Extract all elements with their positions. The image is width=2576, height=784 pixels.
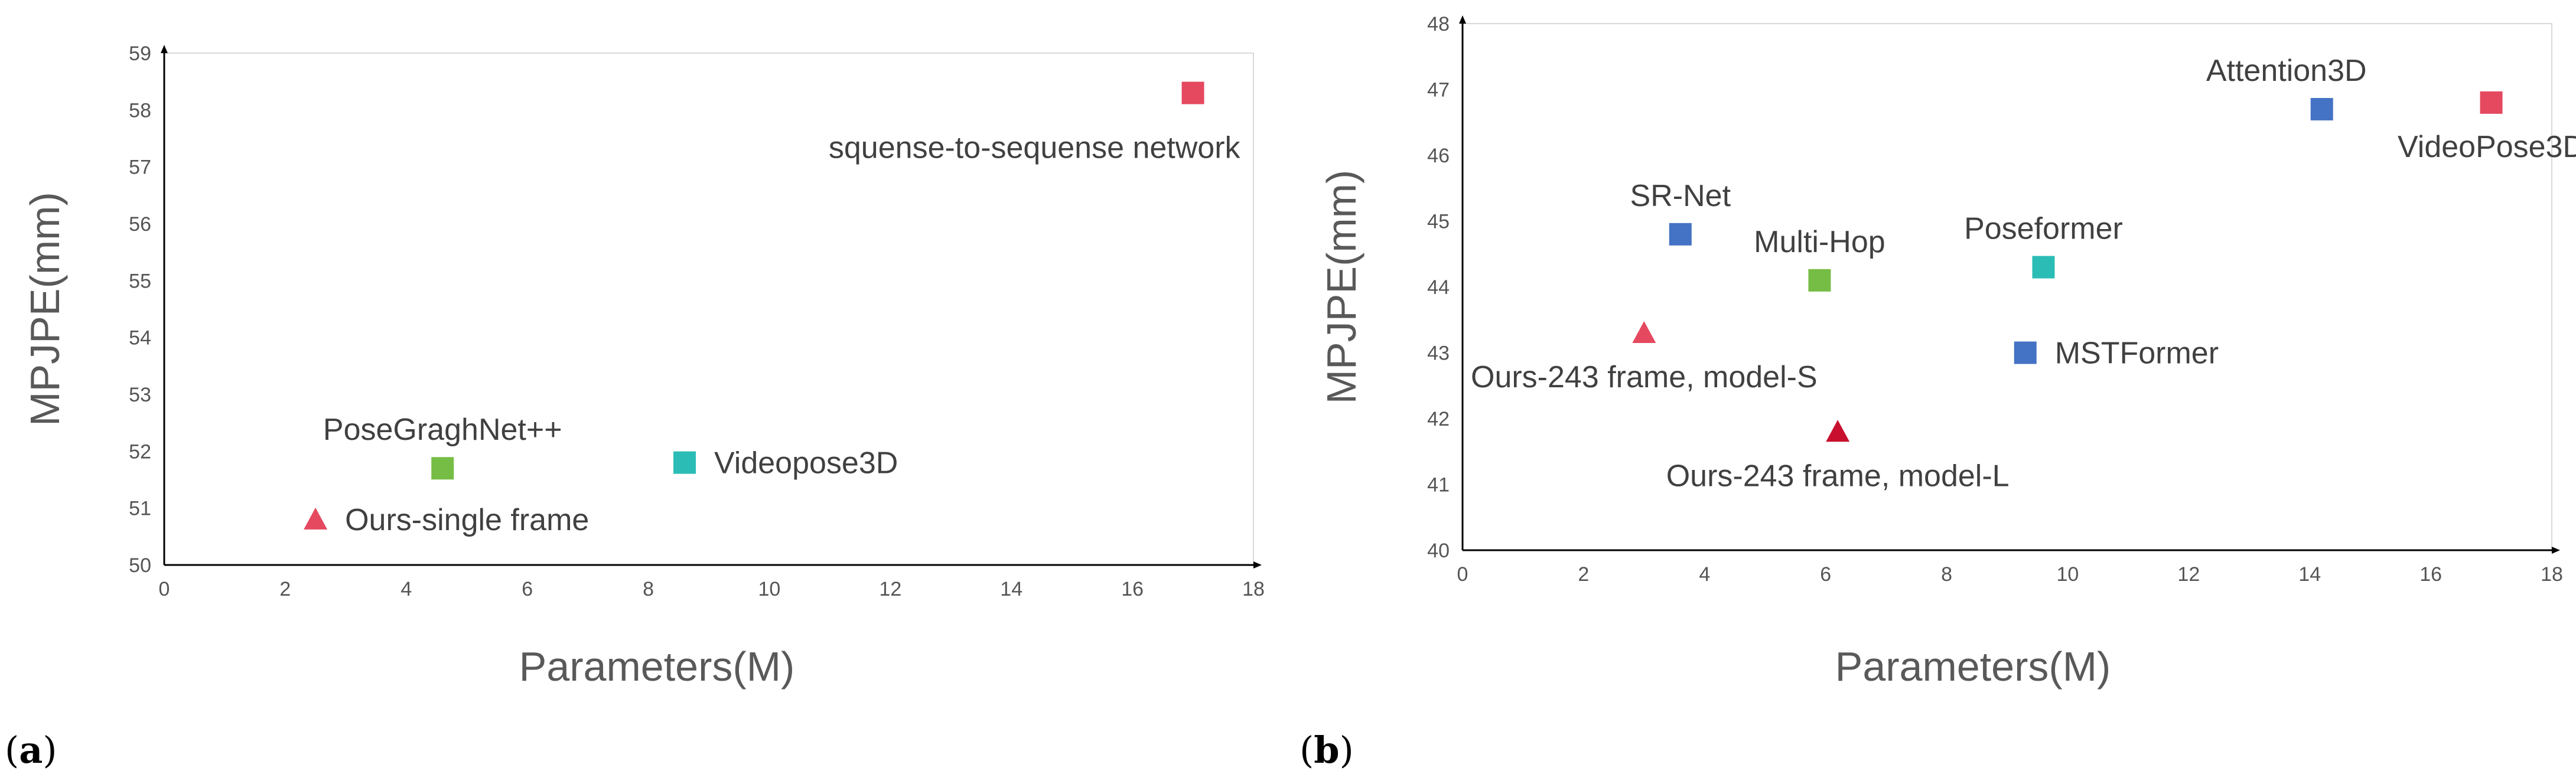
point-squense-to-sequense-network	[1181, 81, 1204, 104]
x-tick-label: 12	[879, 578, 901, 600]
point-videopose3d	[2480, 91, 2503, 114]
y-axis-title: MPJPE(mm)	[1318, 170, 1364, 404]
chart-panel-b: 0 2 4 6 8 10 12 14 16 18404142434445464748Paramet…	[1300, 13, 2576, 772]
point-label-sr-net: SR-Net	[1630, 179, 1731, 213]
x-tick-label: 0	[159, 578, 170, 600]
chart-panel-a: 0 2 4 6 8 10 12 14 16 18 50 51 52 53 54 55 56 57 58 59 Param…	[5, 43, 1265, 772]
x-tick-label: 10	[2057, 563, 2079, 586]
x-axis-title: Parameters(M)	[1835, 643, 2111, 690]
x-tick-label: 8	[1941, 563, 1952, 586]
y-tick-label: 41	[1427, 474, 1450, 496]
y-tick-label: 59	[129, 43, 151, 65]
point-posegraghnet	[431, 457, 454, 480]
y-axis-arrow	[161, 45, 168, 53]
x-tick-label: 2	[1578, 563, 1589, 586]
x-tick-label: 12	[2177, 563, 2200, 586]
x-tick-label: 2	[279, 578, 291, 600]
point-label-posegraghnet: PoseGraghNet++	[323, 413, 562, 447]
x-tick-label: 18	[2541, 563, 2563, 586]
y-tick-label: 56	[129, 213, 151, 236]
y-tick-label: 40	[1427, 540, 1450, 562]
x-tick-label: 16	[1121, 578, 1144, 600]
x-axis-arrow	[1253, 561, 1262, 569]
y-axis-title: MPJPE(mm)	[22, 192, 68, 426]
plot-frame	[164, 53, 1254, 566]
y-tick-label: 52	[129, 440, 151, 463]
x-axis-title: Parameters(M)	[519, 643, 795, 690]
y-tick-label: 43	[1427, 342, 1450, 365]
point-attention3d	[2310, 97, 2333, 120]
y-tick-label: 55	[129, 270, 151, 292]
y-tick-label: 47	[1427, 79, 1450, 102]
point-label-ours-243-frame-model-s: Ours-243 frame, model-S	[1471, 360, 1818, 394]
point-label-ours-243-frame-model-l: Ours-243 frame, model-L	[1666, 459, 2010, 493]
y-tick-label: 42	[1427, 408, 1450, 430]
y-tick-label: 45	[1427, 211, 1450, 233]
x-tick-label: 0	[1457, 563, 1468, 586]
x-tick-label: 14	[1000, 578, 1022, 600]
point-label-squense-to-sequense-network: squense-to-sequense network	[829, 130, 1241, 165]
x-tick-label: 18	[1242, 578, 1265, 600]
x-axis-arrow	[2552, 547, 2560, 554]
y-tick-label: 54	[129, 327, 151, 349]
point-sr-net	[1669, 223, 1692, 246]
y-tick-label: 46	[1427, 145, 1450, 167]
y-tick-label: 53	[129, 384, 151, 406]
point-label-multi-hop: Multi-Hop	[1754, 225, 1885, 259]
point-ours-243-frame-model-s	[1632, 321, 1656, 344]
point-ours-243-frame-model-l	[1826, 420, 1850, 442]
point-poseformer	[2032, 256, 2055, 279]
x-tick-label: 6	[522, 578, 533, 600]
point-label-videopose3d: Videopose3D	[714, 446, 898, 481]
panel-label: (a)	[5, 729, 57, 772]
x-tick-label: 4	[400, 578, 412, 600]
point-label-videopose3d: VideoPose3D	[2398, 130, 2576, 164]
x-tick-label: 10	[758, 578, 781, 600]
point-label-attention3d: Attention3D	[2206, 54, 2367, 88]
y-axis-arrow	[1459, 15, 1466, 24]
panel-label: (b)	[1300, 729, 1354, 772]
x-tick-label: 4	[1699, 563, 1710, 586]
y-tick-label: 48	[1427, 13, 1450, 35]
y-tick-label: 51	[129, 498, 151, 520]
x-tick-label: 16	[2419, 563, 2442, 586]
point-label-mstformer: MSTFormer	[2055, 337, 2219, 371]
point-ours-single-frame	[304, 507, 328, 530]
point-mstformer	[2014, 341, 2037, 364]
point-label-ours-single-frame: Ours-single frame	[345, 503, 589, 537]
point-multi-hop	[1808, 269, 1831, 292]
y-tick-label: 58	[129, 99, 151, 122]
y-tick-label: 44	[1427, 276, 1450, 299]
x-tick-label: 8	[643, 578, 654, 600]
x-tick-label: 14	[2298, 563, 2321, 586]
y-tick-label: 57	[129, 156, 151, 179]
y-tick-label: 50	[129, 554, 151, 577]
x-tick-label: 6	[1820, 563, 1831, 586]
point-label-poseformer: Poseformer	[1964, 212, 2123, 246]
point-videopose3d	[673, 451, 696, 474]
